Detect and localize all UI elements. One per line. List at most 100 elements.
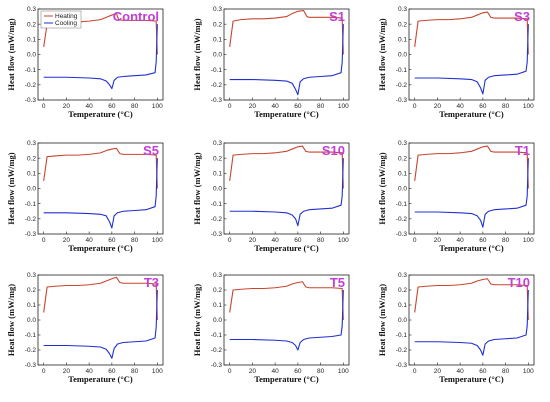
- x-tick-label: 20: [63, 237, 71, 244]
- legend-cooling-label: Cooling: [55, 20, 77, 27]
- y-tick-label: -0.2: [396, 347, 408, 354]
- x-tick-label: 100: [338, 368, 349, 375]
- series-line-heating: [414, 145, 529, 189]
- y-axis-title: Heat flow (mW/mg): [377, 152, 387, 224]
- panel-t5: -0.3 -0.2 -0.1 0.0 0.1 0.2 0.3 0 20 40 60 80 100 Temp…: [192, 272, 350, 384]
- y-tick-label: 0.1: [213, 37, 222, 44]
- y-tick-label: 0.0: [27, 52, 36, 59]
- series-line-heating: [414, 278, 529, 321]
- x-tick-label: 40: [457, 103, 465, 110]
- y-tick-label: 0.3: [213, 272, 222, 279]
- x-tick-label: 60: [294, 103, 302, 110]
- y-axis-title: Heat flow (mW/mg): [192, 284, 202, 356]
- y-axis-title: Heat flow (mW/mg): [192, 18, 202, 90]
- x-tick-label: 0: [42, 103, 46, 110]
- x-tick-label: 60: [108, 103, 116, 110]
- y-tick-label: -0.3: [211, 362, 223, 369]
- x-tick-label: 100: [523, 103, 534, 110]
- y-tick-label: 0.1: [398, 302, 407, 309]
- x-tick-label: 80: [317, 237, 325, 244]
- series-line-cooling: [229, 289, 344, 351]
- y-tick-label: -0.2: [25, 216, 37, 223]
- y-axis-title: Heat flow (mW/mg): [6, 18, 16, 90]
- y-tick-label: 0.0: [398, 52, 407, 59]
- x-tick-label: 100: [338, 237, 349, 244]
- y-tick-label: 0.2: [213, 287, 222, 294]
- x-axis-title: Temperature (°C): [254, 243, 319, 253]
- y-tick-label: 0.0: [398, 317, 407, 324]
- y-axis-title: Heat flow (mW/mg): [6, 152, 16, 224]
- series-line-heating: [229, 9, 344, 55]
- x-tick-label: 100: [523, 368, 534, 375]
- x-axis-title: Temperature (°C): [254, 109, 319, 119]
- x-tick-label: 80: [502, 103, 510, 110]
- x-tick-label: 60: [108, 368, 116, 375]
- panel-t1: -0.3 -0.2 -0.1 0.0 0.1 0.2 0.3 0 20 40 60 80 100 Temp…: [377, 140, 535, 253]
- panel-s3: -0.3 -0.2 -0.1 0.0 0.1 0.2 0.3 0 20 40 60 80 100 Temp…: [377, 6, 535, 119]
- panel-s10: -0.3 -0.2 -0.1 0.0 0.1 0.2 0.3 0 20 40 60 80 100 Temp…: [192, 140, 350, 253]
- x-axis-title: Temperature (°C): [439, 243, 504, 253]
- y-axis-title: Heat flow (mW/mg): [377, 284, 387, 356]
- legend-heating-label: Heating: [55, 13, 78, 20]
- panel-title: T3: [144, 275, 159, 290]
- x-tick-label: 20: [63, 103, 71, 110]
- y-tick-label: 0.3: [398, 140, 407, 147]
- series-line-cooling: [43, 158, 158, 229]
- x-tick-label: 40: [86, 368, 94, 375]
- panel-s5: -0.3 -0.2 -0.1 0.0 0.1 0.2 0.3 0 20 40 60 80 100 Temp…: [6, 140, 164, 253]
- x-axis-title: Temperature (°C): [68, 109, 133, 119]
- y-tick-label: -0.3: [396, 231, 408, 238]
- y-tick-label: -0.1: [25, 332, 37, 339]
- x-tick-label: 0: [413, 237, 417, 244]
- x-tick-label: 20: [249, 103, 257, 110]
- x-tick-label: 40: [457, 368, 465, 375]
- y-tick-label: 0.1: [27, 171, 36, 178]
- y-tick-label: 0.0: [27, 186, 36, 193]
- y-tick-label: 0.2: [213, 155, 222, 162]
- series-line-heating: [229, 281, 344, 321]
- y-tick-label: 0.3: [27, 272, 36, 279]
- x-tick-label: 0: [228, 237, 232, 244]
- y-tick-label: 0.2: [398, 21, 407, 28]
- series-line-heating: [229, 145, 344, 189]
- x-tick-label: 80: [502, 368, 510, 375]
- x-axis-title: Temperature (°C): [439, 374, 504, 384]
- y-tick-label: 0.2: [398, 155, 407, 162]
- x-tick-label: 20: [249, 368, 257, 375]
- y-tick-label: -0.3: [25, 231, 37, 238]
- x-tick-label: 60: [108, 237, 116, 244]
- x-tick-label: 40: [272, 368, 280, 375]
- y-axis-title: Heat flow (mW/mg): [192, 152, 202, 224]
- panel-title: T10: [508, 275, 530, 290]
- x-axis-title: Temperature (°C): [68, 243, 133, 253]
- y-tick-label: 0.1: [213, 171, 222, 178]
- x-tick-label: 0: [228, 368, 232, 375]
- y-tick-label: -0.1: [211, 332, 223, 339]
- panel-s1: -0.3 -0.2 -0.1 0.0 0.1 0.2 0.3 0 20 40 60 80 100 Temp…: [192, 6, 350, 119]
- x-tick-label: 0: [413, 368, 417, 375]
- y-axis-title: Heat flow (mW/mg): [377, 18, 387, 90]
- series-line-heating: [43, 147, 158, 189]
- y-tick-label: -0.3: [396, 97, 408, 104]
- x-axis-title: Temperature (°C): [68, 374, 133, 384]
- series-line-heating: [43, 276, 158, 321]
- y-tick-label: 0.2: [27, 287, 36, 294]
- y-axis-title: Heat flow (mW/mg): [6, 284, 16, 356]
- panel-title: T1: [515, 143, 530, 158]
- x-tick-label: 40: [86, 103, 94, 110]
- y-tick-label: -0.3: [396, 362, 408, 369]
- legend-box: [40, 10, 82, 29]
- y-tick-label: 0.1: [27, 302, 36, 309]
- series-line-cooling: [414, 289, 529, 356]
- x-tick-label: 60: [294, 368, 302, 375]
- y-tick-label: 0.3: [27, 6, 36, 13]
- series-line-cooling: [43, 24, 158, 90]
- series-line-cooling: [229, 158, 344, 227]
- y-tick-label: 0.2: [398, 287, 407, 294]
- x-tick-label: 100: [338, 103, 349, 110]
- x-tick-label: 80: [317, 103, 325, 110]
- y-tick-label: -0.2: [211, 82, 223, 89]
- x-tick-label: 20: [434, 237, 442, 244]
- x-tick-label: 40: [86, 237, 94, 244]
